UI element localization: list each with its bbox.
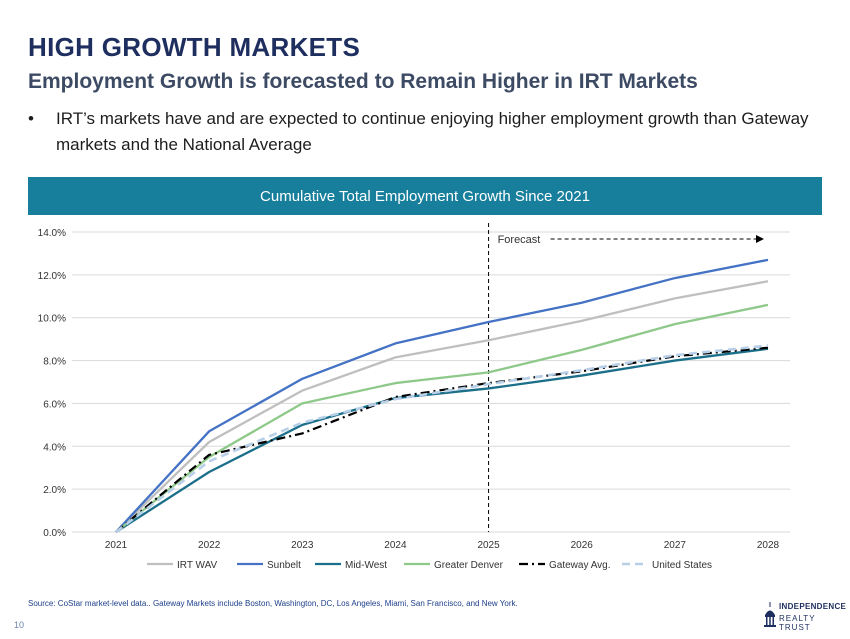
chart-title: Cumulative Total Employment Growth Since… xyxy=(260,187,590,205)
y-tick-label: 4.0% xyxy=(43,442,66,453)
x-tick-label: 2028 xyxy=(757,540,780,551)
gridlines xyxy=(72,231,790,533)
legend-label: Sunbelt xyxy=(267,560,301,571)
bullet-text: IRT’s markets have and are expected to c… xyxy=(56,109,809,154)
x-axis-ticks: 2021 2022 2023 2024 2025 2026 2027 2028 xyxy=(105,540,780,551)
page-number: 10 xyxy=(14,620,25,630)
legend-label: Mid-West xyxy=(345,560,387,571)
legend-label: United States xyxy=(652,560,712,571)
x-tick-label: 2023 xyxy=(291,540,314,551)
bullet-marker: • xyxy=(28,109,34,128)
series-line-irt-wav xyxy=(115,280,769,533)
y-tick-label: 12.0% xyxy=(38,271,66,282)
capitol-dome-icon xyxy=(764,602,776,627)
y-tick-label: 2.0% xyxy=(43,485,66,496)
y-axis-ticks: 0.0% 2.0% 4.0% 6.0% 8.0% 10.0% 12.0% 14.0% xyxy=(38,228,66,539)
x-tick-label: 2025 xyxy=(477,540,500,551)
series-line-midwest xyxy=(115,347,769,533)
legend-label: Gateway Avg. xyxy=(549,560,611,571)
logo-text-line2: REALTY TRUST xyxy=(779,614,816,632)
x-tick-label: 2021 xyxy=(105,540,128,551)
x-tick-label: 2027 xyxy=(664,540,687,551)
chart-title-banner: Cumulative Total Employment Growth Since… xyxy=(28,177,822,215)
y-tick-label: 8.0% xyxy=(43,357,66,368)
chart-legend: IRT WAV Sunbelt Mid-West Greater Denver Gate… xyxy=(147,560,712,571)
x-tick-label: 2022 xyxy=(198,540,221,551)
legend-label: IRT WAV xyxy=(177,560,218,571)
legend-label: Greater Denver xyxy=(434,560,504,571)
series-lines xyxy=(115,258,769,534)
forecast-marker: Forecast xyxy=(488,223,764,532)
series-line-united-states xyxy=(115,344,769,534)
page-title: HIGH GROWTH MARKETS xyxy=(28,32,361,62)
logo-text-line1: INDEPENDENCE xyxy=(779,602,847,611)
source-note: Source: CoStar market-level data.. Gatew… xyxy=(28,599,518,608)
company-logo: INDEPENDENCE REALTY TRUST xyxy=(763,598,847,634)
page-subtitle: Employment Growth is forecasted to Remai… xyxy=(28,70,698,93)
bullet-point: • IRT’s markets have and are expected to… xyxy=(28,106,818,158)
series-line-greater-denver xyxy=(115,303,769,533)
y-tick-label: 6.0% xyxy=(43,399,66,410)
x-tick-label: 2026 xyxy=(571,540,594,551)
forecast-arrow-head xyxy=(756,235,764,243)
employment-growth-chart: 0.0% 2.0% 4.0% 6.0% 8.0% 10.0% 12.0% 14.0% 2021… xyxy=(38,223,790,571)
y-tick-label: 0.0% xyxy=(43,528,66,539)
x-tick-label: 2024 xyxy=(384,540,407,551)
forecast-label: Forecast xyxy=(498,234,541,246)
series-line-sunbelt xyxy=(115,258,769,533)
y-tick-label: 10.0% xyxy=(38,314,66,325)
y-tick-label: 14.0% xyxy=(38,228,66,239)
series-line-gateway xyxy=(115,346,769,533)
